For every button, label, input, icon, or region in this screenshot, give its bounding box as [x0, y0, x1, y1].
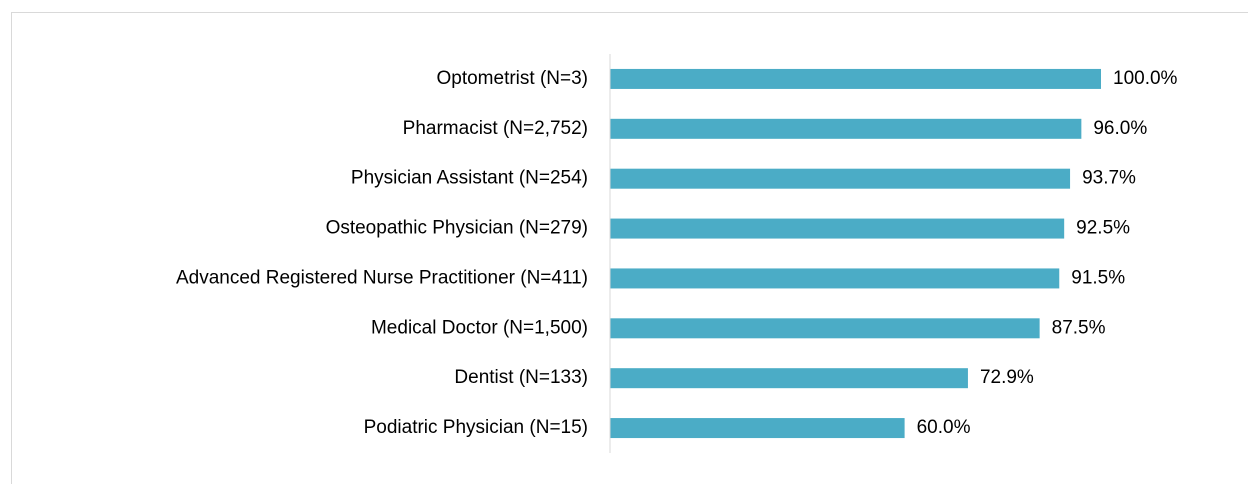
y-tick-label: Podiatric Physician (N=15)	[364, 417, 588, 438]
y-tick-label: Optometrist (N=3)	[436, 68, 588, 89]
bar	[610, 318, 1040, 339]
data-label: 93.7%	[1082, 168, 1136, 189]
bar	[610, 418, 905, 439]
y-tick-label: Medical Doctor (N=1,500)	[371, 317, 588, 338]
data-label: 91.5%	[1071, 267, 1125, 288]
y-tick-label: Pharmacist (N=2,752)	[403, 118, 588, 139]
bar	[610, 268, 1060, 289]
data-label: 87.5%	[1052, 317, 1106, 338]
bar	[610, 68, 1101, 89]
bar	[610, 168, 1071, 189]
chart-frame	[11, 12, 1248, 484]
data-label: 60.0%	[917, 417, 971, 438]
data-label: 96.0%	[1093, 118, 1147, 139]
data-label: 72.9%	[980, 367, 1034, 388]
bar	[610, 118, 1082, 139]
data-label: 92.5%	[1076, 218, 1130, 239]
y-tick-label: Osteopathic Physician (N=279)	[326, 218, 588, 239]
y-tick-label: Dentist (N=133)	[454, 367, 588, 388]
y-tick-label: Advanced Registered Nurse Practitioner (…	[176, 267, 588, 288]
bar	[610, 218, 1065, 239]
data-label: 100.0%	[1113, 68, 1178, 89]
bar	[610, 368, 968, 389]
y-tick-label: Physician Assistant (N=254)	[351, 168, 588, 189]
